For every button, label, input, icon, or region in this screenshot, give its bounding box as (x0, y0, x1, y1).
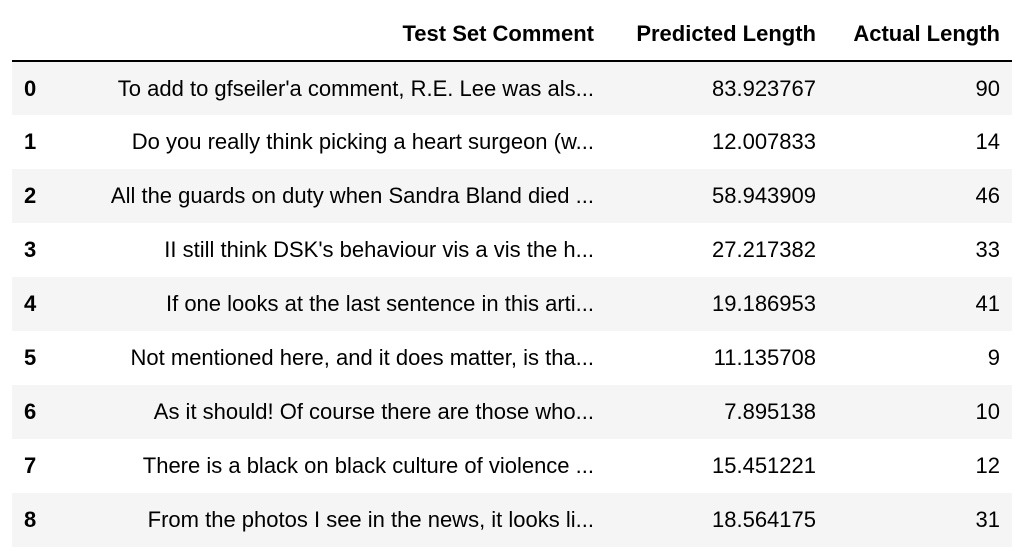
predicted-cell: 11.135708 (713, 345, 816, 370)
comment-cell: All the guards on duty when Sandra Bland… (110, 183, 594, 208)
actual-cell: 41 (975, 291, 1000, 316)
column-header-comment: Test Set Comment (60, 8, 606, 62)
actual-cell: 31 (975, 507, 1000, 532)
table-row: 3 II still think DSK's behaviour vis a v… (12, 223, 1012, 277)
comment-cell: From the photos I see in the news, it lo… (147, 507, 594, 532)
column-header-predicted: Predicted Length (606, 8, 828, 62)
predicted-cell: 12.007833 (712, 129, 816, 154)
table-row: 5 Not mentioned here, and it does matter… (12, 331, 1012, 385)
comment-cell: If one looks at the last sentence in thi… (165, 291, 594, 316)
row-index: 8 (24, 507, 37, 532)
comment-cell: II still think DSK's behaviour vis a vis… (164, 237, 594, 262)
actual-cell: 33 (975, 237, 1000, 262)
actual-cell: 10 (975, 399, 1000, 424)
table-row: 4 If one looks at the last sentence in t… (12, 277, 1012, 331)
comment-cell: Do you really think picking a heart surg… (131, 129, 594, 154)
actual-cell: 14 (975, 129, 1000, 154)
table-row: 2 All the guards on duty when Sandra Bla… (12, 169, 1012, 223)
row-index: 0 (24, 75, 37, 101)
row-index: 2 (24, 183, 37, 208)
dataframe-table: Test Set Comment Predicted Length Actual… (12, 8, 1012, 547)
predicted-cell: 19.186953 (712, 291, 816, 316)
row-index: 5 (24, 345, 37, 370)
actual-cell: 46 (975, 183, 1000, 208)
table-row: 1 Do you really think picking a heart su… (12, 115, 1012, 169)
index-header (12, 8, 60, 62)
row-index: 3 (24, 237, 37, 262)
predicted-cell: 7.895138 (724, 399, 816, 424)
comment-cell: There is a black on black culture of vio… (142, 453, 594, 478)
row-index: 6 (24, 399, 37, 424)
predicted-cell: 58.943909 (712, 183, 816, 208)
table-row: 0 To add to gfseiler'a comment, R.E. Lee… (12, 61, 1012, 115)
row-index: 7 (24, 453, 37, 478)
predicted-cell: 18.564175 (712, 507, 816, 532)
actual-cell: 12 (975, 453, 1000, 478)
predicted-cell: 83.923767 (712, 75, 816, 101)
predicted-cell: 27.217382 (712, 237, 816, 262)
table-row: 7 There is a black on black culture of v… (12, 439, 1012, 493)
row-index: 1 (24, 129, 37, 154)
comment-cell: Not mentioned here, and it does matter, … (130, 345, 594, 370)
header-row: Test Set Comment Predicted Length Actual… (12, 8, 1012, 62)
actual-cell: 90 (975, 75, 1000, 101)
column-header-actual: Actual Length (828, 8, 1012, 62)
table-row: 8 From the photos I see in the news, it … (12, 493, 1012, 547)
dataframe-output: Test Set Comment Predicted Length Actual… (12, 8, 1012, 547)
comment-cell: To add to gfseiler'a comment, R.E. Lee w… (117, 75, 594, 101)
table-row: 6 As it should! Of course there are thos… (12, 385, 1012, 439)
actual-cell: 9 (987, 345, 1000, 370)
comment-cell: As it should! Of course there are those … (153, 399, 594, 424)
predicted-cell: 15.451221 (712, 453, 816, 478)
row-index: 4 (24, 291, 37, 316)
